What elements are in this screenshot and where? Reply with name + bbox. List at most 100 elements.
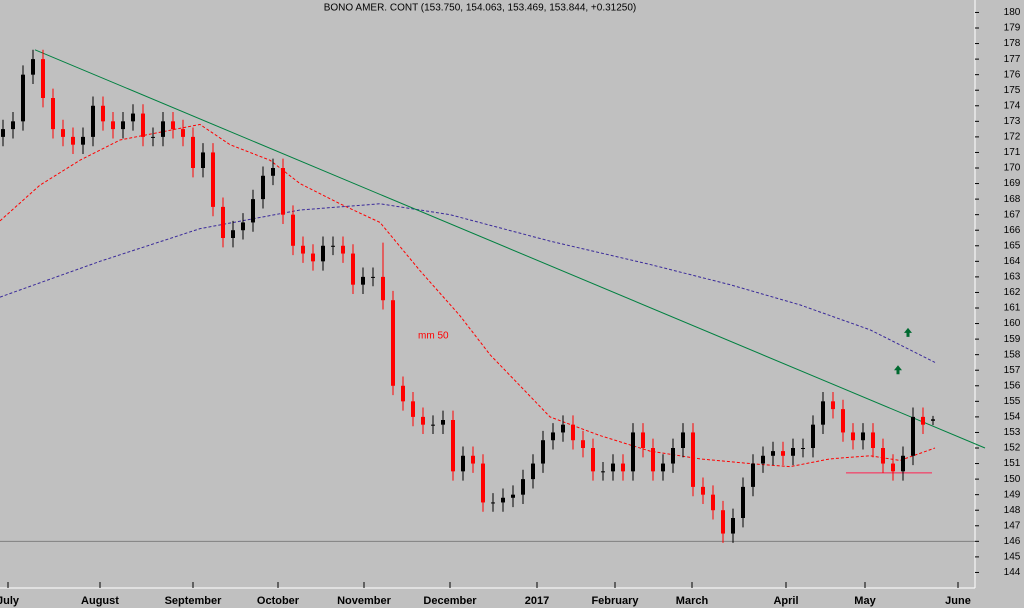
y-tick-label: 167 (1004, 209, 1021, 220)
candle-body (391, 300, 395, 386)
y-tick-label: 160 (1004, 318, 1021, 329)
y-tick-label: 153 (1004, 427, 1021, 438)
x-tick-label: April (773, 595, 798, 607)
candle-body (651, 448, 655, 472)
candle-body (791, 448, 795, 456)
candle-body (361, 276, 365, 285)
candle-body (101, 105, 105, 122)
y-tick-label: 170 (1004, 163, 1021, 174)
y-tick-label: 173 (1004, 116, 1021, 127)
candle-body (241, 222, 245, 231)
candle-body (51, 98, 55, 130)
y-tick-label: 169 (1004, 178, 1021, 189)
candle-body (491, 502, 495, 504)
candle-body (251, 199, 255, 223)
candle-body (571, 424, 575, 441)
candle-body (21, 74, 25, 122)
y-tick-label: 148 (1004, 505, 1021, 516)
candle-body (521, 479, 525, 495)
candle-body (911, 416, 915, 456)
y-tick-label: 171 (1004, 147, 1021, 158)
candle-body (531, 463, 535, 480)
candle-body (771, 451, 775, 456)
line (0, 123, 936, 468)
candle-body (201, 152, 205, 168)
candle-body (721, 510, 725, 534)
candle-body (691, 432, 695, 487)
chart-title: BONO AMER. CONT (153.750, 154.063, 153.4… (324, 3, 637, 14)
candle-body (611, 463, 615, 472)
x-tick-label: March (676, 595, 709, 607)
y-tick-label: 174 (1004, 100, 1021, 111)
y-tick-label: 144 (1004, 567, 1021, 578)
candle-body (501, 497, 505, 503)
candle-body (511, 494, 515, 498)
candle-body (441, 420, 445, 425)
candle-body (191, 136, 195, 168)
candle-body (461, 455, 465, 472)
candle-body (881, 448, 885, 464)
candle-body (451, 420, 455, 472)
candle-body (891, 463, 895, 472)
y-tick-label: 145 (1004, 552, 1021, 563)
candle-body (131, 113, 135, 122)
candle-body (871, 432, 875, 448)
candle-body (421, 416, 425, 425)
x-tick-label: November (337, 595, 392, 607)
y-tick-label: 152 (1004, 443, 1021, 454)
candle-body (731, 518, 735, 534)
y-tick-label: 179 (1004, 23, 1021, 34)
candle-body (121, 121, 125, 130)
y-tick-label: 151 (1004, 458, 1021, 469)
candle-body (271, 168, 275, 176)
x-tick-label: August (81, 595, 119, 607)
y-tick-label: 176 (1004, 69, 1021, 80)
candle-body (301, 245, 305, 254)
candle-body (31, 59, 35, 75)
candle-body (71, 136, 75, 145)
candle-body (211, 152, 215, 207)
y-tick-label: 168 (1004, 194, 1021, 205)
candle-body (281, 168, 285, 215)
y-tick-label: 146 (1004, 536, 1021, 547)
x-tick-label: September (165, 595, 223, 607)
candle-body (681, 432, 685, 448)
line (34, 49, 986, 449)
y-tick-label: 149 (1004, 489, 1021, 500)
candle-body (381, 276, 385, 301)
candle-body (641, 432, 645, 448)
y-tick-label: 163 (1004, 272, 1021, 283)
y-tick-label: 161 (1004, 303, 1021, 314)
candle-body (801, 448, 805, 449)
y-tick-label: 162 (1004, 287, 1021, 298)
candle-body (481, 463, 485, 503)
candle-body (81, 136, 85, 145)
candle-body (471, 455, 475, 464)
candle-body (921, 416, 925, 425)
candle-body (351, 253, 355, 285)
candle-body (11, 121, 15, 130)
y-tick-label: 159 (1004, 334, 1021, 345)
arrow (904, 327, 912, 337)
candle-body (901, 455, 905, 472)
candle-body (111, 121, 115, 130)
candle-body (621, 463, 625, 472)
candle-body (411, 401, 415, 417)
candle-body (311, 253, 315, 262)
y-tick-label: 164 (1004, 256, 1021, 267)
candle-body (171, 121, 175, 130)
candle-body (711, 494, 715, 511)
candle-body (761, 455, 765, 464)
y-tick-label: 150 (1004, 474, 1021, 485)
y-tick-label: 156 (1004, 380, 1021, 391)
y-tick-label: 165 (1004, 240, 1021, 251)
candle-body (91, 105, 95, 137)
x-tick-label: July (0, 595, 20, 607)
candle-body (661, 463, 665, 472)
candle-body (321, 245, 325, 262)
candle-body (861, 432, 865, 441)
annotation: mm 50 (418, 331, 449, 342)
